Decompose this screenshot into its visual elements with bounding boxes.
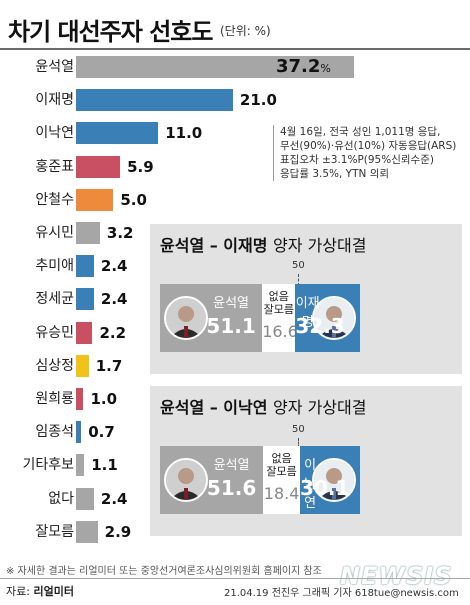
category-label: 임종석 (35, 424, 74, 441)
bar (76, 288, 94, 311)
category-label: 원희룡 (35, 391, 74, 407)
category-label: 심상정 (35, 357, 74, 374)
matchup-segment: 윤석열 51.1 (160, 284, 263, 352)
note-line: 응답률 3.5%, YTN 의뢰 (280, 168, 390, 180)
source-note: ※ 자세한 결과는 리얼미터 또는 중앙선거여론조사심의위원회 홈페이지 참조 (6, 566, 322, 577)
category-label: 추미애 (35, 258, 74, 275)
bar (76, 155, 121, 178)
value-label: 2.9 (104, 522, 132, 541)
value-label: 2.4 (100, 489, 128, 508)
top-divider (0, 48, 470, 50)
graphic-credit: 21.04.19 전진우 그래픽 기자 618tue@newsis.com (224, 588, 459, 599)
segment-value: 16.6 (262, 322, 298, 341)
fifty-line (298, 274, 299, 286)
bar (76, 255, 94, 278)
value-label: 5.0 (120, 190, 147, 209)
panel-title: 윤석열 – 이재명 양자 가상대결 (160, 236, 367, 255)
note-line: 무선(90%)·유선(10%) 자동응답(ARS) (280, 140, 457, 152)
matchup-segment: 없음 잘모름 18.4 (263, 446, 300, 514)
segment-value: 30.1 (300, 476, 349, 500)
value-label: 3.2 (106, 224, 134, 242)
segment-value: 51.6 (206, 476, 257, 500)
bar (76, 487, 94, 510)
survey-notes: 4월 16일, 전국 성인 1,011명 응답, 무선(90%)·유선(10%)… (273, 125, 470, 181)
value-label: 1.1 (91, 456, 118, 475)
category-label: 안철수 (35, 191, 74, 208)
value-label: 2.2 (99, 323, 127, 342)
category-label: 유시민 (35, 225, 74, 241)
category-label: 윤석열 (35, 59, 74, 75)
segment-name: 윤석열 (213, 296, 250, 311)
footer-source: 자료: 리얼미터 (6, 585, 74, 598)
segment-value: 32.3 (295, 314, 344, 338)
matchup-segment: 이재명32.3 (295, 284, 360, 352)
bar (76, 222, 100, 244)
newsis-watermark: NEWSIS (340, 562, 453, 590)
percent-sign: % (320, 62, 331, 75)
segment-name: 윤석열 (213, 458, 250, 473)
segment-value: 18.4 (263, 484, 300, 503)
category-label: 이낙연 (35, 125, 74, 142)
bar (76, 388, 84, 410)
matchup-panel-lee-jaemyung: 윤석열 – 이재명 양자 가상대결 50 윤석열 51.1 없음 잘모름 16.6 이재명… (150, 224, 462, 374)
bar (76, 122, 159, 145)
segment-name: 이재명 (295, 296, 320, 330)
segment-value: 51.1 (206, 314, 256, 338)
segment-name: 이낙연 (304, 458, 317, 511)
category-label: 홍준표 (35, 158, 74, 175)
matchup-segment: 윤석열 51.6 (160, 446, 264, 514)
bottom-divider (0, 578, 470, 579)
matchup-panel-lee-nakyon: 윤석열 – 이낙연 양자 가상대결 50 윤석열 51.6 없음 잘모름 18.4 이낙연… (150, 386, 462, 536)
bar (76, 354, 89, 377)
bar (76, 321, 93, 344)
value-label: 2.4 (100, 290, 128, 309)
note-line: 표집오차 ±3.1%P(95%신뢰수준) (280, 154, 434, 166)
bar (76, 520, 98, 543)
bar (76, 188, 114, 211)
category-label: 이재명 (35, 92, 74, 109)
value-label: 2.4 (100, 257, 128, 276)
unit-label: (단위: %) (220, 24, 271, 38)
category-label: 잘모름 (35, 523, 74, 540)
category-label: 유승민 (35, 324, 74, 341)
value-label: 1.0 (90, 390, 118, 408)
candidate-photo (312, 458, 357, 502)
fifty-line (298, 438, 299, 448)
matchup-segment: 이낙연30.1 (300, 446, 361, 514)
fifty-label: 50 (292, 424, 305, 435)
segment-name: 없음 잘모름 (263, 290, 294, 316)
chart-title: 차기 대선주자 선호도 (8, 18, 213, 46)
value-label: 11.0 (165, 124, 203, 143)
category-label: 없다 (48, 490, 74, 507)
bar (76, 89, 233, 112)
value-label: 5.9 (127, 157, 154, 176)
value-label: 21.0 (239, 91, 277, 110)
category-label: 정세균 (35, 291, 74, 308)
value-label: 37.2% (276, 56, 331, 77)
matchup-segment: 없음 잘모름 16.6 (262, 284, 298, 352)
note-line: 4월 16일, 전국 성인 1,011명 응답, (280, 126, 441, 138)
value-label: 0.7 (88, 423, 115, 442)
bar (76, 454, 85, 477)
panel-title: 윤석열 – 이낙연 양자 가상대결 (160, 398, 367, 417)
fifty-label: 50 (292, 260, 305, 271)
category-label: 기타후보 (22, 457, 74, 474)
candidate-photo (311, 296, 356, 340)
value-label: 1.7 (95, 356, 123, 375)
candidate-photo (164, 296, 208, 340)
candidate-photo (164, 458, 208, 502)
bar (76, 56, 354, 78)
segment-name: 없음 잘모름 (266, 452, 297, 478)
bar (76, 421, 82, 444)
